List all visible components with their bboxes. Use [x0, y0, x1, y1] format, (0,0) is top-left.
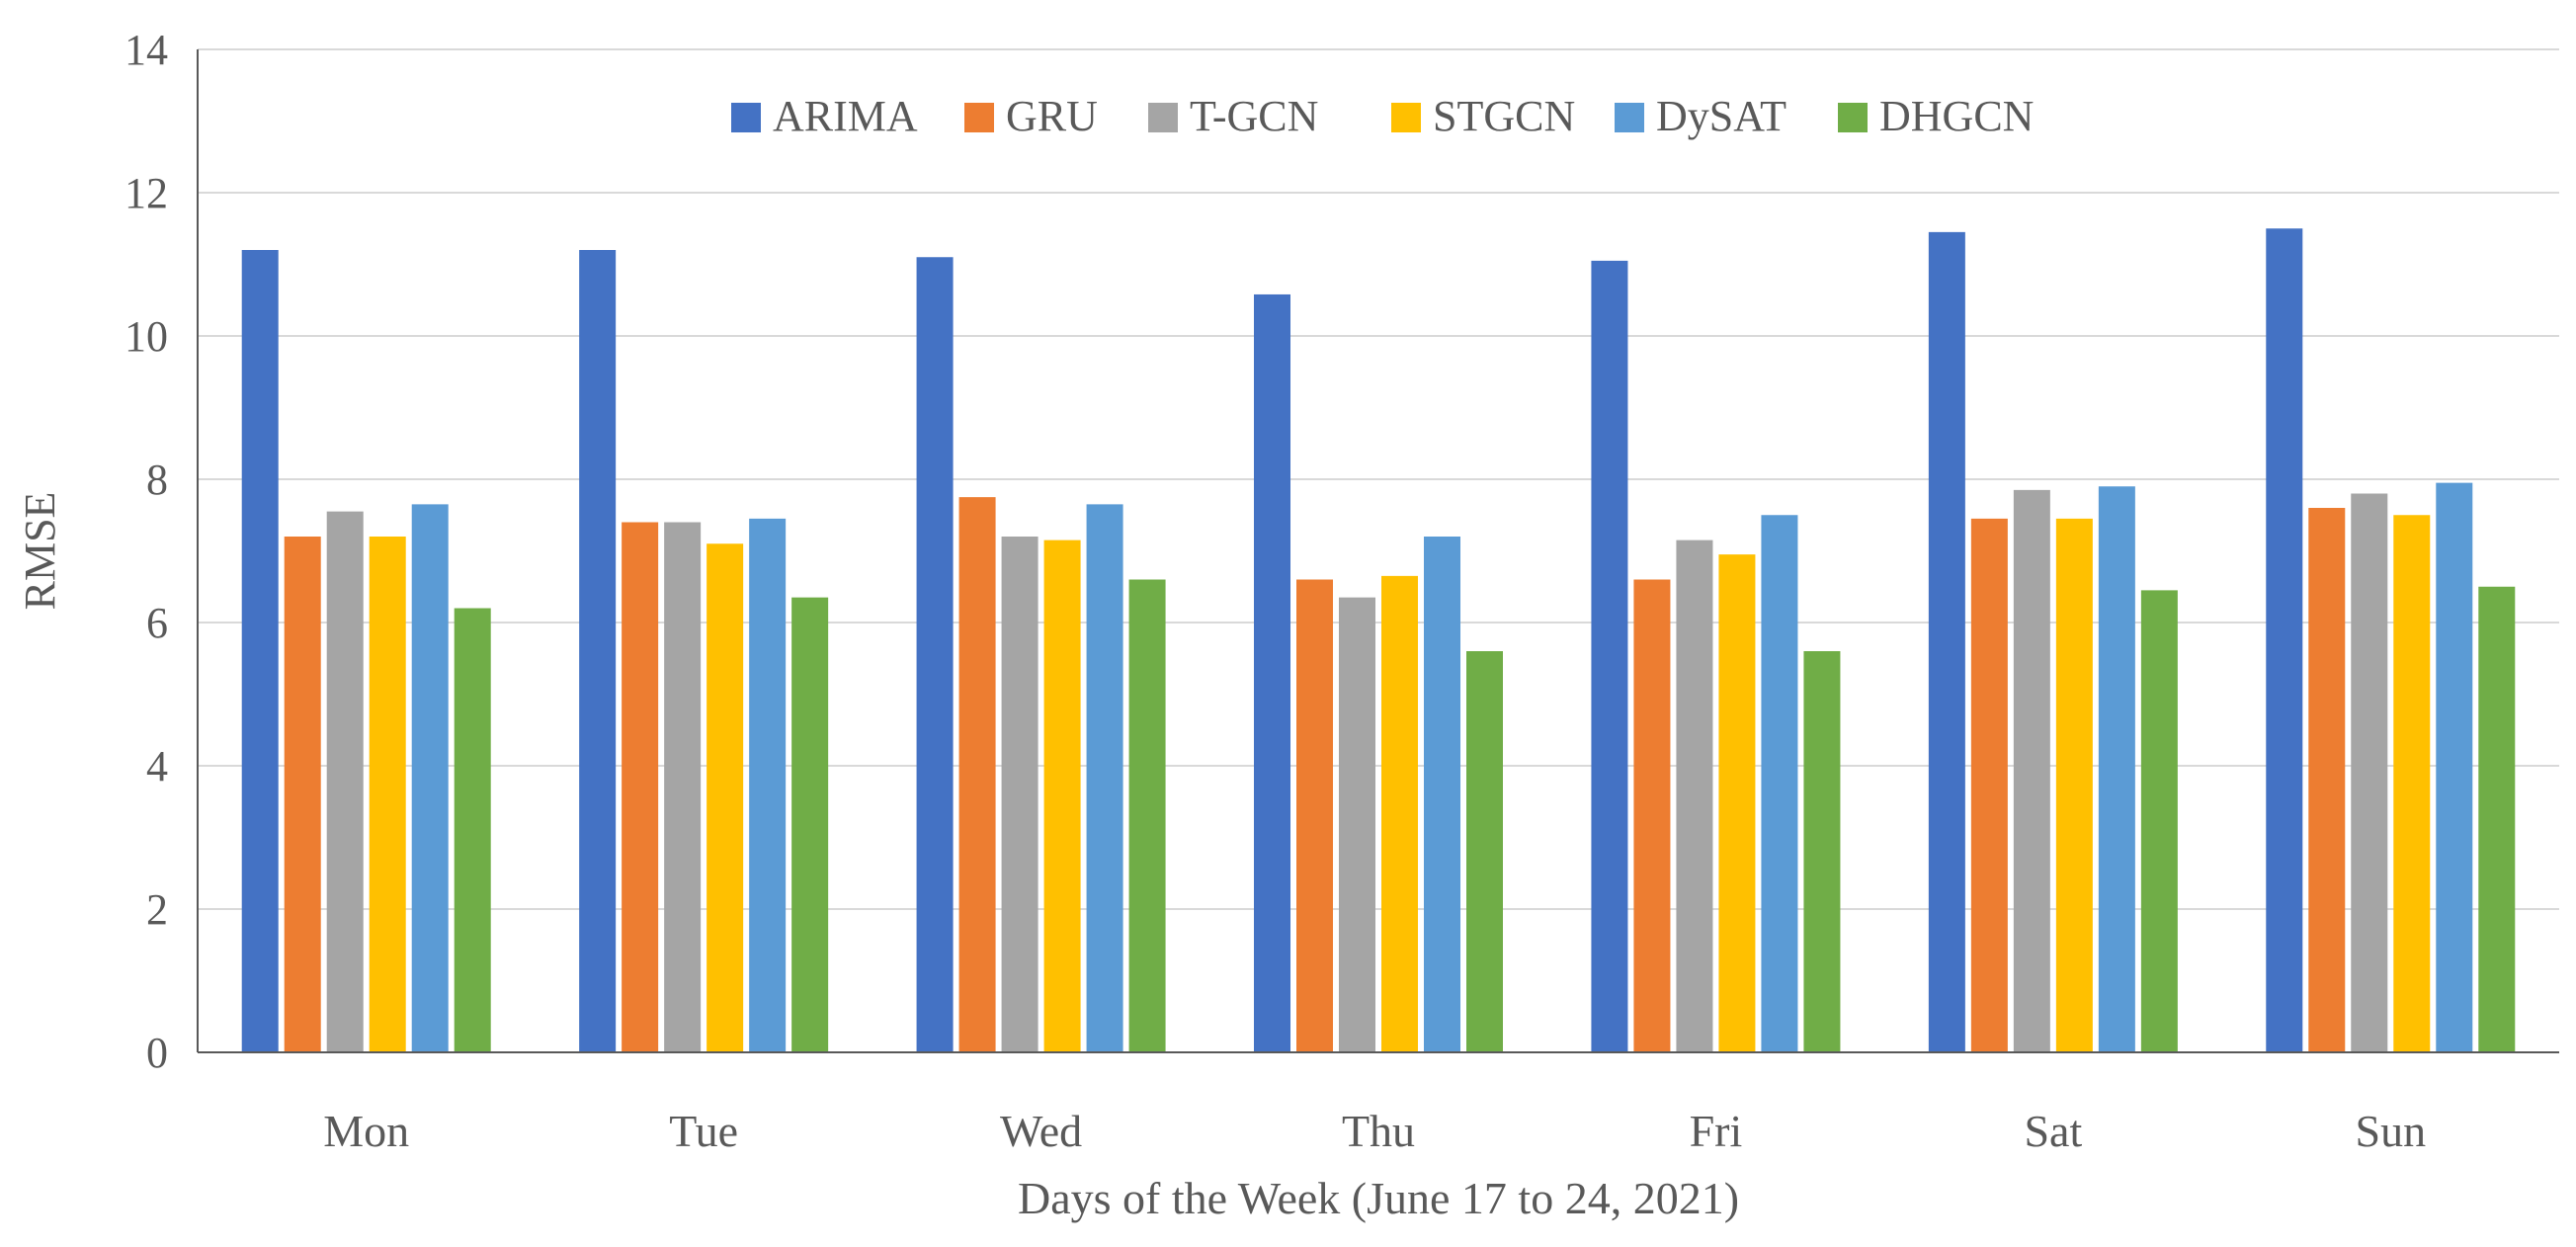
bar-stgcn-mon: [369, 537, 406, 1052]
bar-dhgcn-wed: [1128, 579, 1166, 1052]
bar-dhgcn-fri: [1803, 651, 1841, 1052]
bar-stgcn-sat: [2055, 518, 2093, 1052]
y-tick-label: 12: [125, 169, 168, 217]
bar-stgcn-fri: [1718, 554, 1756, 1052]
bar-stgcn-thu: [1381, 575, 1418, 1052]
legend-label-arima: ARIMA: [773, 92, 918, 140]
x-tick-label: Wed: [1000, 1106, 1082, 1156]
bar-dysat-fri: [1761, 515, 1798, 1052]
gridlines: [198, 48, 2559, 910]
legend-label-dysat: DySAT: [1656, 92, 1787, 140]
bar-arima-mon: [241, 250, 279, 1052]
legend: ARIMA GRU T-GCN STGCN DySAT DHGCN: [731, 92, 2034, 140]
bar-dhgcn-mon: [454, 608, 491, 1052]
bar-t-gcn-sun: [2351, 493, 2388, 1052]
bar-gru-sun: [2308, 508, 2346, 1052]
legend-label-t-gcn: T-GCN: [1190, 92, 1318, 140]
legend-swatch-arima: [731, 103, 761, 132]
bar-stgcn-tue: [706, 543, 744, 1052]
y-tick-label: 4: [146, 742, 168, 790]
axes: [197, 49, 2559, 1053]
legend-label-gru: GRU: [1006, 92, 1098, 140]
legend-swatch-stgcn: [1391, 103, 1421, 132]
x-tick-label: Sun: [2355, 1106, 2426, 1156]
bar-dysat-sun: [2436, 482, 2473, 1052]
bar-gru-thu: [1296, 579, 1333, 1052]
bar-t-gcn-fri: [1676, 540, 1713, 1052]
x-tick-label: Thu: [1342, 1106, 1415, 1156]
bar-t-gcn-mon: [326, 511, 364, 1052]
y-tick-label: 10: [125, 312, 168, 361]
y-tick-label: 2: [146, 885, 168, 934]
legend-label-dhgcn: DHGCN: [1879, 92, 2034, 140]
y-tick-labels: 0 2 4 6 8 10 12 14: [125, 26, 168, 1077]
bar-dysat-wed: [1086, 504, 1123, 1052]
legend-swatch-dhgcn: [1838, 103, 1868, 132]
x-tick-label: Fri: [1690, 1106, 1743, 1156]
bar-t-gcn-wed: [1001, 537, 1039, 1052]
bar-dhgcn-sun: [2478, 586, 2516, 1052]
x-tick-label: Sat: [2024, 1106, 2082, 1156]
bar-gru-sat: [1970, 518, 2008, 1052]
bar-dhgcn-sat: [2140, 590, 2178, 1052]
bar-gru-tue: [622, 522, 659, 1052]
bar-arima-tue: [579, 250, 617, 1052]
bar-arima-fri: [1591, 260, 1628, 1052]
legend-swatch-t-gcn: [1148, 103, 1178, 132]
x-axis-label: Days of the Week (June 17 to 24, 2021): [1018, 1173, 1739, 1223]
bar-arima-wed: [916, 257, 954, 1052]
bar-t-gcn-sat: [2013, 489, 2050, 1052]
x-tick-label: Mon: [323, 1106, 409, 1156]
bar-dhgcn-tue: [791, 597, 829, 1052]
bars: [241, 228, 2516, 1052]
bar-stgcn-wed: [1043, 540, 1081, 1052]
bar-dysat-sat: [2098, 486, 2135, 1052]
legend-swatch-dysat: [1615, 103, 1644, 132]
x-tick-label: Tue: [669, 1106, 738, 1156]
bar-dhgcn-thu: [1466, 651, 1503, 1052]
bar-arima-sun: [2266, 228, 2303, 1052]
bar-dysat-tue: [749, 518, 787, 1052]
y-tick-label: 0: [146, 1029, 168, 1077]
legend-label-stgcn: STGCN: [1433, 92, 1575, 140]
x-tick-labels: Mon Tue Wed Thu Fri Sat Sun: [323, 1106, 2426, 1156]
bar-dysat-thu: [1424, 537, 1460, 1052]
bar-arima-sat: [1928, 231, 1965, 1052]
y-axis-label: RMSE: [16, 492, 64, 611]
bar-t-gcn-tue: [664, 522, 702, 1052]
bar-gru-mon: [284, 537, 321, 1052]
bar-arima-thu: [1254, 293, 1290, 1052]
y-tick-label: 8: [146, 456, 168, 504]
bar-stgcn-sun: [2393, 515, 2431, 1052]
legend-swatch-gru: [964, 103, 994, 132]
bar-t-gcn-thu: [1339, 597, 1375, 1052]
y-tick-label: 14: [125, 26, 168, 74]
bar-dysat-mon: [411, 504, 449, 1052]
bar-gru-wed: [958, 497, 996, 1052]
bar-gru-fri: [1633, 579, 1671, 1052]
y-tick-label: 6: [146, 599, 168, 647]
